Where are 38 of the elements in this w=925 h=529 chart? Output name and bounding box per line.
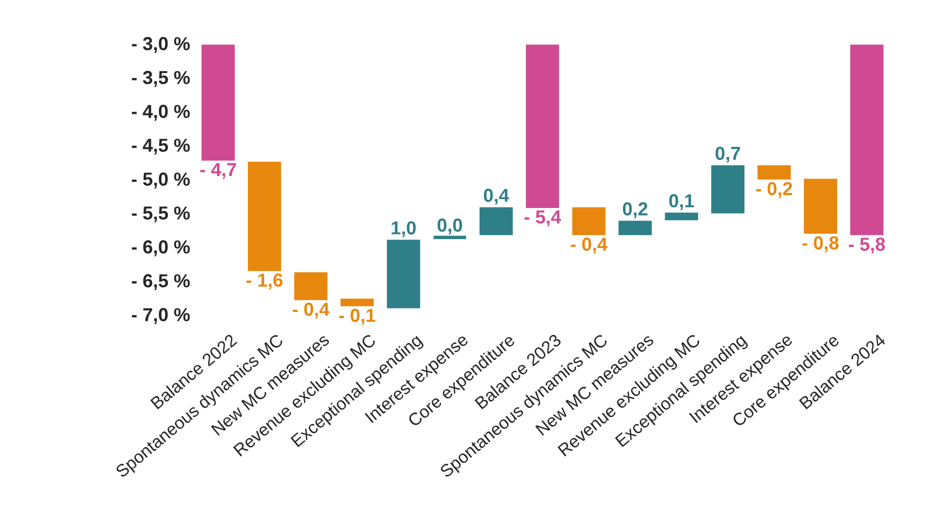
y-tick-label: - 4,5 % (132, 138, 190, 155)
y-tick-label: - 6,5 % (132, 274, 190, 290)
data-label: 0,4 (484, 188, 510, 205)
bar (248, 162, 282, 272)
data-label: - 0,8 (802, 236, 839, 252)
bar (664, 212, 698, 220)
bar (758, 165, 791, 180)
data-label: - 0,1 (339, 308, 376, 325)
data-label: 0,7 (716, 146, 740, 163)
data-label: 0,0 (438, 218, 462, 234)
data-label: - 0,2 (756, 182, 792, 198)
y-tick-label: - 4,0 % (132, 104, 190, 121)
data-label: - 0,4 (570, 238, 608, 254)
bar (572, 207, 606, 236)
bar (711, 165, 744, 214)
y-tick-label: - 5,5 % (132, 206, 190, 222)
data-label: 0,1 (669, 194, 694, 210)
data-label: 0,2 (622, 202, 648, 218)
y-tick-label: - 7,0 % (132, 308, 190, 324)
data-label: - 4,7 (200, 163, 236, 179)
data-label: - 5,8 (848, 238, 885, 254)
data-label: - 1,6 (246, 274, 282, 290)
bar (804, 178, 838, 234)
data-label: - 0,4 (292, 302, 330, 319)
bar (618, 220, 652, 236)
data-label: - 5,4 (524, 210, 562, 226)
y-tick-label: - 3,5 % (132, 70, 190, 87)
bar (294, 272, 328, 300)
y-tick-label: - 5,0 % (132, 172, 190, 188)
bar (480, 207, 513, 236)
bar (386, 240, 420, 308)
bar (202, 44, 235, 161)
y-tick-label: - 3,0 % (132, 37, 190, 53)
bar (526, 44, 560, 208)
data-label: 1,0 (392, 221, 416, 238)
bar (340, 298, 374, 306)
bar (850, 44, 884, 236)
y-tick-label: - 6,0 % (132, 240, 190, 256)
